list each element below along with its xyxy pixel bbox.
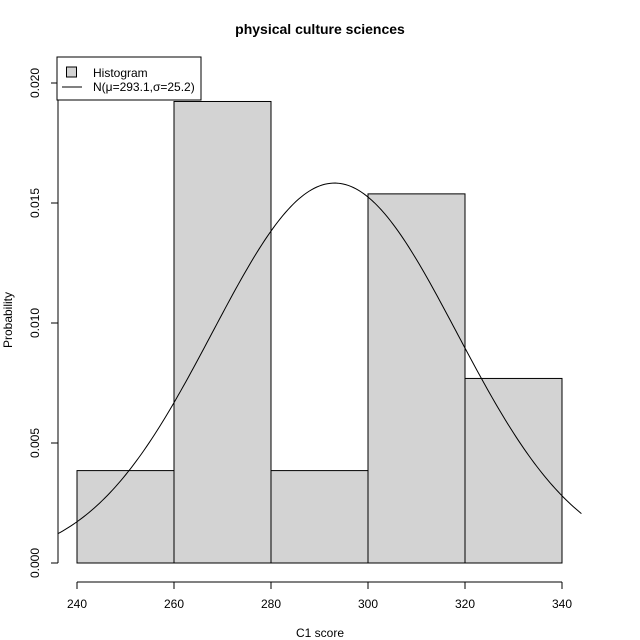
y-axis-label: Probability	[1, 292, 15, 348]
y-tick-label-2: 0.010	[28, 308, 42, 338]
histogram-bar-3	[367, 193, 466, 564]
chart-title: physical culture sciences	[235, 21, 405, 37]
y-tick-label-1: 0.005	[28, 428, 42, 458]
x-axis-label: C1 score	[296, 626, 344, 640]
x-axis: 240 260 280 300 320 340	[67, 581, 572, 611]
legend: Histogram N(μ=293.1,σ=25.2)	[56, 56, 202, 101]
histogram-bar-1	[173, 100, 272, 564]
x-tick-label-1: 260	[164, 597, 184, 611]
histogram-bar-4	[464, 377, 563, 564]
x-tick-label-0: 240	[67, 597, 87, 611]
normal-curve	[57, 182, 582, 535]
x-tick-label-5: 340	[552, 597, 572, 611]
legend-histogram-swatch	[66, 66, 77, 78]
y-tick-label-4: 0.020	[28, 68, 42, 98]
x-tick-label-2: 280	[261, 597, 281, 611]
y-axis: 0.000 0.005 0.010 0.015 0.020	[28, 68, 59, 578]
x-tick-label-4: 320	[455, 597, 475, 611]
legend-box	[56, 56, 202, 101]
y-tick-label-0: 0.000	[28, 548, 42, 578]
legend-histogram-label: Histogram	[93, 66, 148, 80]
y-tick-label-3: 0.015	[28, 188, 42, 218]
legend-curve-label: N(μ=293.1,σ=25.2)	[93, 80, 195, 94]
histogram-bar-0	[76, 470, 175, 564]
histogram-bar-2	[270, 470, 369, 564]
x-tick-label-3: 300	[358, 597, 378, 611]
histogram-bars	[76, 100, 563, 564]
